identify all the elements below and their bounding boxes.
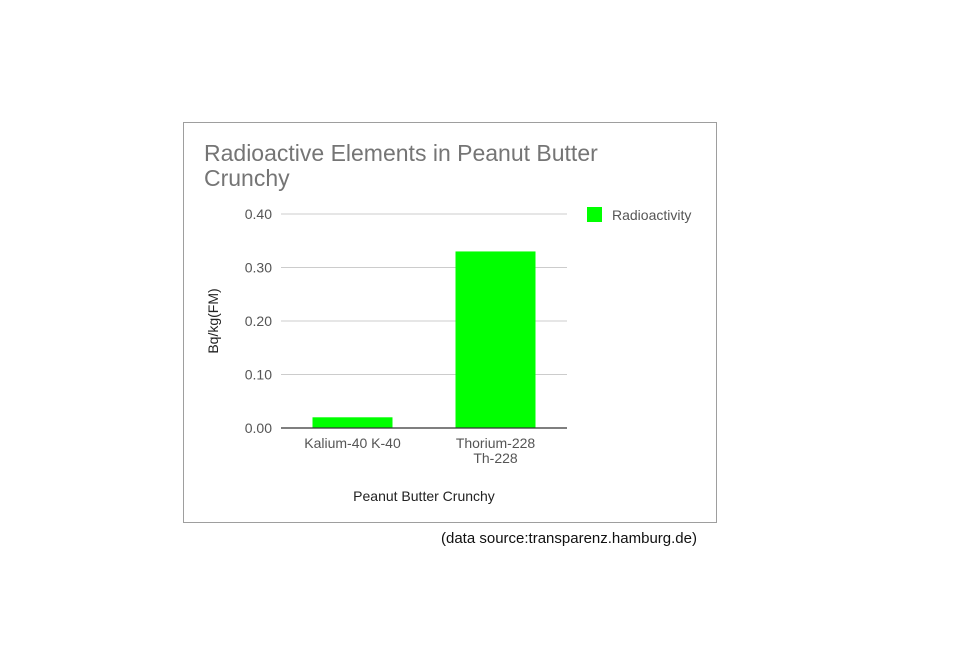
- y-tick-label: 0.40: [245, 206, 272, 222]
- bar-chart: 0.00 0.10 0.20 0.30 0.40 Kalium-40 K-40 Thoriu…: [205, 206, 691, 504]
- bar: [312, 417, 393, 428]
- x-tick-label: Thorium-228: [456, 435, 536, 451]
- y-tick-label: 0.30: [245, 260, 272, 276]
- x-axis-title: Peanut Butter Crunchy: [353, 488, 495, 504]
- bar: [455, 251, 536, 428]
- x-tick-label: Th-228: [473, 450, 518, 466]
- y-tick-label: 0.10: [245, 367, 272, 383]
- y-axis-title: Bq/kg(FM): [205, 288, 221, 353]
- legend-swatch: [587, 207, 602, 222]
- x-tick-label: Kalium-40 K-40: [304, 435, 401, 451]
- y-tick-label: 0.00: [245, 420, 272, 436]
- chart-frame: Radioactive Elements in Peanut Butter Cr…: [183, 122, 717, 523]
- data-source-note: (data source:transparenz.hamburg.de): [441, 530, 697, 547]
- chart-title: Radioactive Elements in Peanut Butter Cr…: [204, 140, 598, 191]
- y-tick-label: 0.20: [245, 313, 272, 329]
- legend-label: Radioactivity: [612, 207, 691, 223]
